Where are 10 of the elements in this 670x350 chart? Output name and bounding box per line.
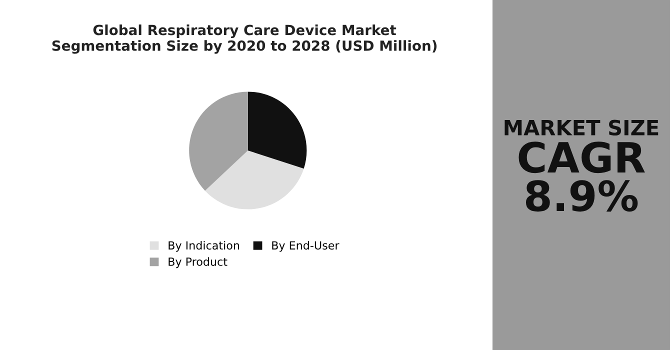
pie-slice bbox=[205, 150, 304, 210]
chart-title: Global Respiratory Care Device Market Segmentation Size by 2020 to 2028 (USD Million) bbox=[52, 24, 437, 54]
legend-label: By Indication bbox=[168, 241, 240, 252]
legend-label: By End-User bbox=[272, 241, 340, 252]
text: CAGR bbox=[518, 142, 645, 174]
text: MARKET SIZE bbox=[504, 120, 658, 136]
legend-label: By Product bbox=[168, 257, 228, 268]
pie-slice bbox=[189, 92, 248, 191]
pie-slice bbox=[248, 92, 307, 169]
text: 8.9% bbox=[526, 180, 638, 212]
